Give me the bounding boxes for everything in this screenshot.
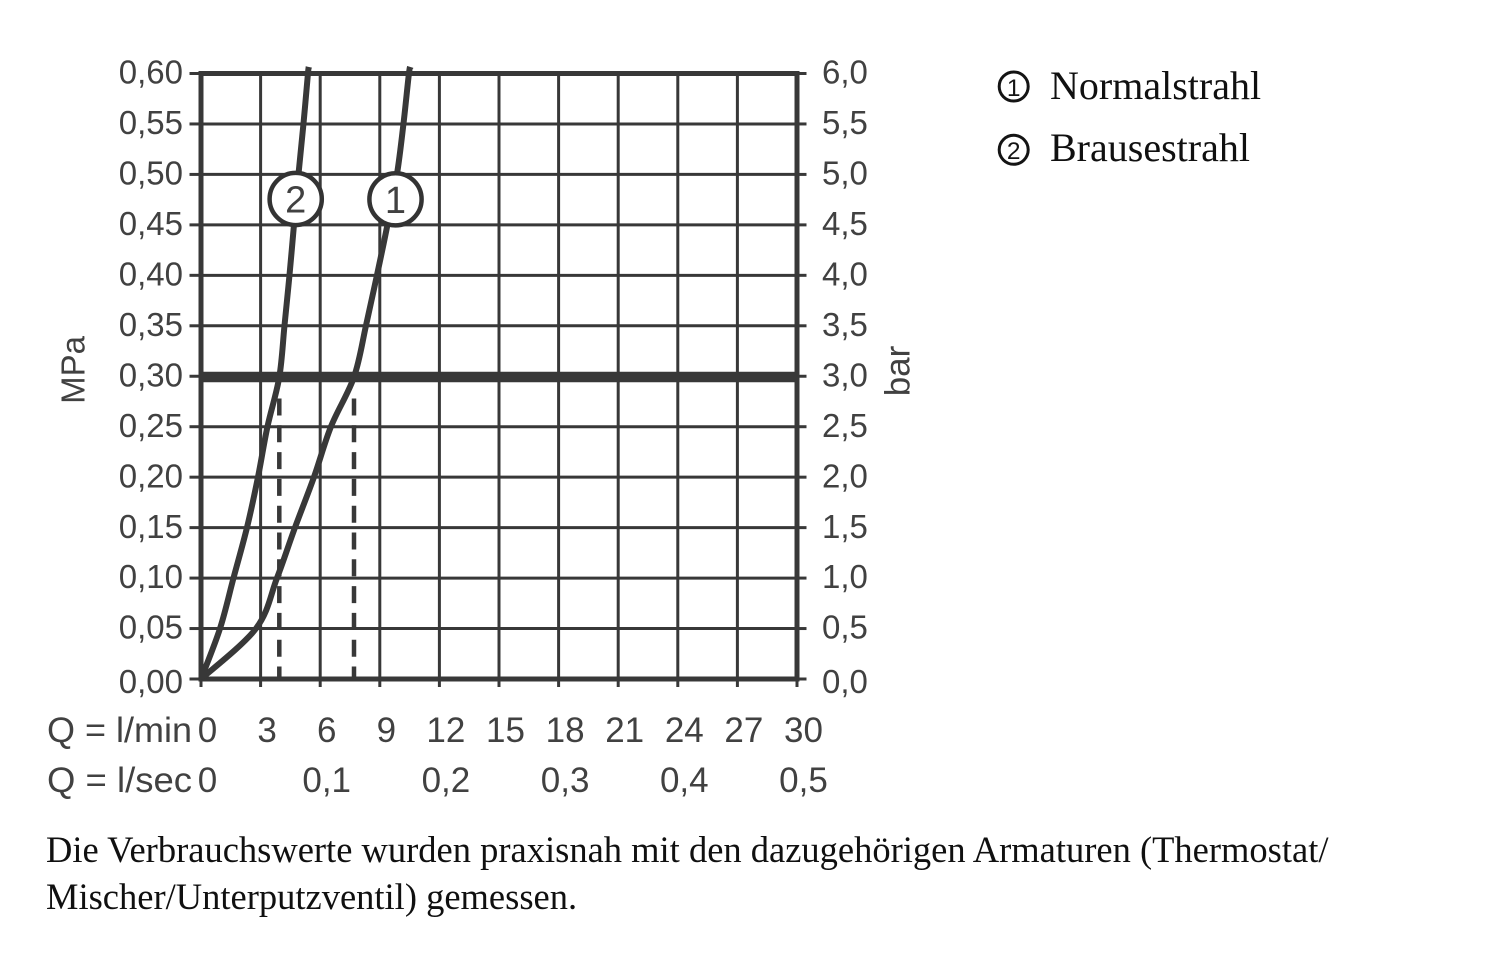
svg-text:12: 12 xyxy=(426,711,465,750)
svg-text:bar: bar xyxy=(878,345,917,396)
svg-text:1,5: 1,5 xyxy=(822,508,868,545)
svg-text:Q = l/sec: Q = l/sec xyxy=(47,761,192,800)
svg-text:0,5: 0,5 xyxy=(779,761,828,800)
svg-text:0,60: 0,60 xyxy=(119,54,183,91)
svg-text:0: 0 xyxy=(198,761,217,800)
svg-text:0: 0 xyxy=(198,711,217,750)
svg-text:0,45: 0,45 xyxy=(119,205,183,242)
svg-text:0,0: 0,0 xyxy=(822,663,868,700)
svg-text:1: 1 xyxy=(1007,75,1021,102)
svg-text:3,0: 3,0 xyxy=(822,356,868,393)
svg-text:Mischer/Unterputzventil) gemes: Mischer/Unterputzventil) gemessen. xyxy=(46,876,577,917)
svg-text:2,0: 2,0 xyxy=(822,457,868,494)
svg-text:Brausestrahl: Brausestrahl xyxy=(1050,125,1250,170)
svg-text:0,40: 0,40 xyxy=(119,255,183,292)
svg-text:1,0: 1,0 xyxy=(822,558,868,595)
svg-text:0,10: 0,10 xyxy=(119,558,183,595)
svg-text:0,25: 0,25 xyxy=(119,407,183,444)
svg-text:2: 2 xyxy=(285,180,306,222)
svg-text:0,05: 0,05 xyxy=(119,609,183,646)
svg-text:0,30: 0,30 xyxy=(119,356,183,393)
svg-text:0,2: 0,2 xyxy=(422,761,471,800)
svg-text:0,00: 0,00 xyxy=(119,663,183,700)
svg-text:0,1: 0,1 xyxy=(302,761,351,800)
svg-text:30: 30 xyxy=(784,711,823,750)
svg-text:Normalstrahl: Normalstrahl xyxy=(1050,63,1261,108)
svg-text:2: 2 xyxy=(1007,138,1021,165)
svg-text:6,0: 6,0 xyxy=(822,54,868,91)
svg-text:3,5: 3,5 xyxy=(822,306,868,343)
svg-text:4,5: 4,5 xyxy=(822,205,868,242)
svg-text:Q = l/min: Q = l/min xyxy=(47,711,192,750)
svg-text:1: 1 xyxy=(385,180,406,222)
svg-text:0,50: 0,50 xyxy=(119,155,183,192)
svg-text:27: 27 xyxy=(724,711,763,750)
svg-text:0,4: 0,4 xyxy=(660,761,709,800)
svg-text:3: 3 xyxy=(257,711,276,750)
svg-text:5,5: 5,5 xyxy=(822,104,868,141)
svg-text:4,0: 4,0 xyxy=(822,255,868,292)
svg-text:9: 9 xyxy=(377,711,396,750)
svg-text:0,55: 0,55 xyxy=(119,104,183,141)
svg-text:0,35: 0,35 xyxy=(119,306,183,343)
svg-text:21: 21 xyxy=(605,711,644,750)
svg-text:0,5: 0,5 xyxy=(822,609,868,646)
svg-text:0,15: 0,15 xyxy=(119,508,183,545)
svg-text:Die Verbrauchswerte wurden pra: Die Verbrauchswerte wurden praxisnah mit… xyxy=(46,829,1329,870)
svg-text:15: 15 xyxy=(486,711,525,750)
svg-text:MPa: MPa xyxy=(55,335,92,404)
svg-text:6: 6 xyxy=(317,711,336,750)
svg-text:0,3: 0,3 xyxy=(541,761,590,800)
svg-text:24: 24 xyxy=(665,711,704,750)
svg-text:0,20: 0,20 xyxy=(119,457,183,494)
svg-text:2,5: 2,5 xyxy=(822,407,868,444)
svg-text:5,0: 5,0 xyxy=(822,155,868,192)
svg-text:18: 18 xyxy=(546,711,585,750)
